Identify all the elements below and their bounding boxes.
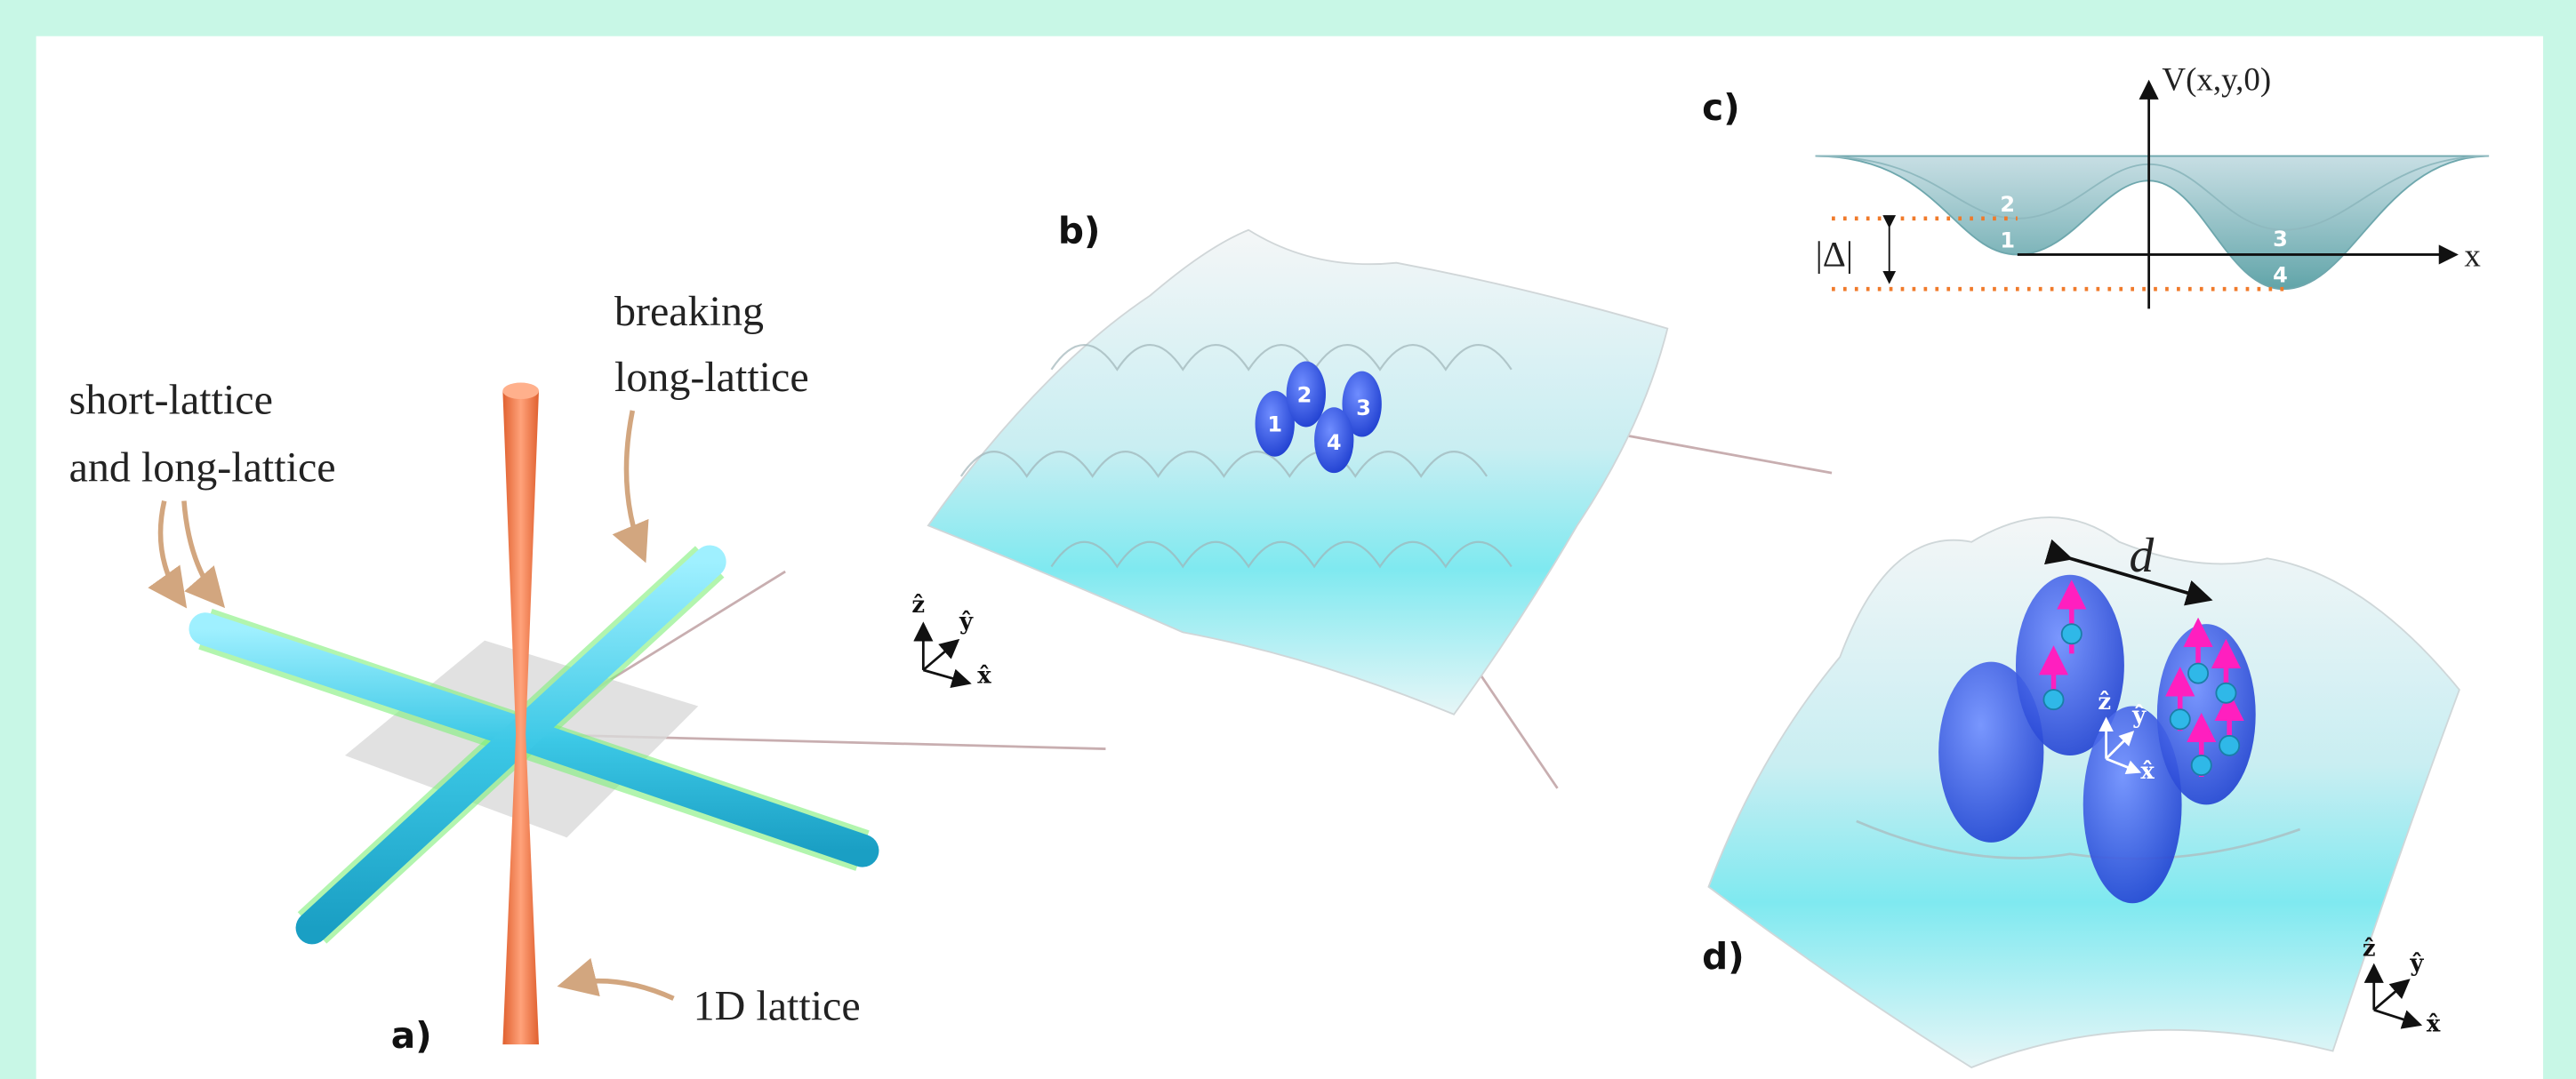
figure: short-lattice and long-lattice breaking … bbox=[0, 0, 2576, 1079]
axis-label: ŷ bbox=[2409, 950, 2424, 977]
site-label: 3 bbox=[2273, 227, 2288, 252]
axis-label: x̂ bbox=[977, 663, 991, 690]
site-label: 1 bbox=[1267, 412, 1282, 437]
axis-label: ŷ bbox=[959, 609, 974, 635]
gap-label: |Δ| bbox=[1816, 234, 1853, 274]
annotation: breaking bbox=[614, 288, 764, 335]
axis-label: x̂ bbox=[2140, 758, 2155, 785]
axis-label: x bbox=[2464, 236, 2481, 273]
axis-label: ẑ bbox=[911, 592, 925, 619]
page: short-lattice and long-lattice breaking … bbox=[0, 0, 2576, 1079]
axis-label: ŷ bbox=[2131, 702, 2147, 729]
panel-label: a) bbox=[391, 1014, 432, 1057]
axis-label: V(x,y,0) bbox=[2162, 61, 2271, 99]
site-label: 4 bbox=[2273, 262, 2288, 287]
annotation: 1D lattice bbox=[694, 982, 861, 1029]
axis-label: ẑ bbox=[2098, 689, 2111, 715]
axis-label: x̂ bbox=[2427, 1011, 2441, 1037]
annotation: long-lattice bbox=[614, 354, 809, 401]
panel-label: b) bbox=[1058, 210, 1101, 252]
annotation: and long-lattice bbox=[69, 444, 336, 491]
panel-label: d) bbox=[1702, 935, 1745, 978]
site-label: 1 bbox=[2000, 228, 2015, 253]
site-label: 2 bbox=[1297, 382, 1312, 407]
beam-end bbox=[502, 383, 539, 399]
site-label: 2 bbox=[2000, 192, 2015, 217]
panel-label: c) bbox=[1702, 86, 1740, 129]
distance-label: d bbox=[2129, 528, 2154, 582]
axis-label: ẑ bbox=[2363, 935, 2376, 962]
site-label: 3 bbox=[1356, 396, 1371, 420]
site-label: 4 bbox=[1327, 430, 1342, 455]
annotation: short-lattice bbox=[69, 377, 273, 424]
